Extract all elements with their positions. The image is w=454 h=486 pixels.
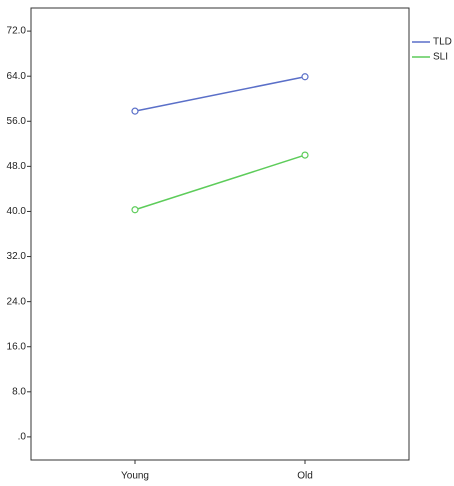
legend-label: SLI <box>433 52 448 63</box>
y-tick-label: 8.0 <box>12 386 26 397</box>
series-line <box>134 76 306 112</box>
point-marker <box>301 73 309 81</box>
y-tick-label: 16.0 <box>7 341 27 352</box>
y-tick-label: 24.0 <box>7 296 27 307</box>
y-tick-label: 64.0 <box>7 71 27 82</box>
point-marker <box>301 151 309 159</box>
x-tick-label: Old <box>297 471 313 482</box>
x-tick-label: Young <box>121 471 149 482</box>
y-tick-label: 32.0 <box>7 251 27 262</box>
y-tick-label: .0 <box>18 432 27 443</box>
y-tick-label: 40.0 <box>7 206 27 217</box>
legend-label: TLD <box>433 37 452 48</box>
series-line <box>134 154 306 211</box>
point-marker <box>131 107 139 115</box>
plot-frame <box>30 7 410 461</box>
point-marker <box>131 206 139 214</box>
y-tick-label: 48.0 <box>7 161 27 172</box>
y-tick-label: 72.0 <box>7 26 27 37</box>
y-tick-label: 56.0 <box>7 116 27 127</box>
